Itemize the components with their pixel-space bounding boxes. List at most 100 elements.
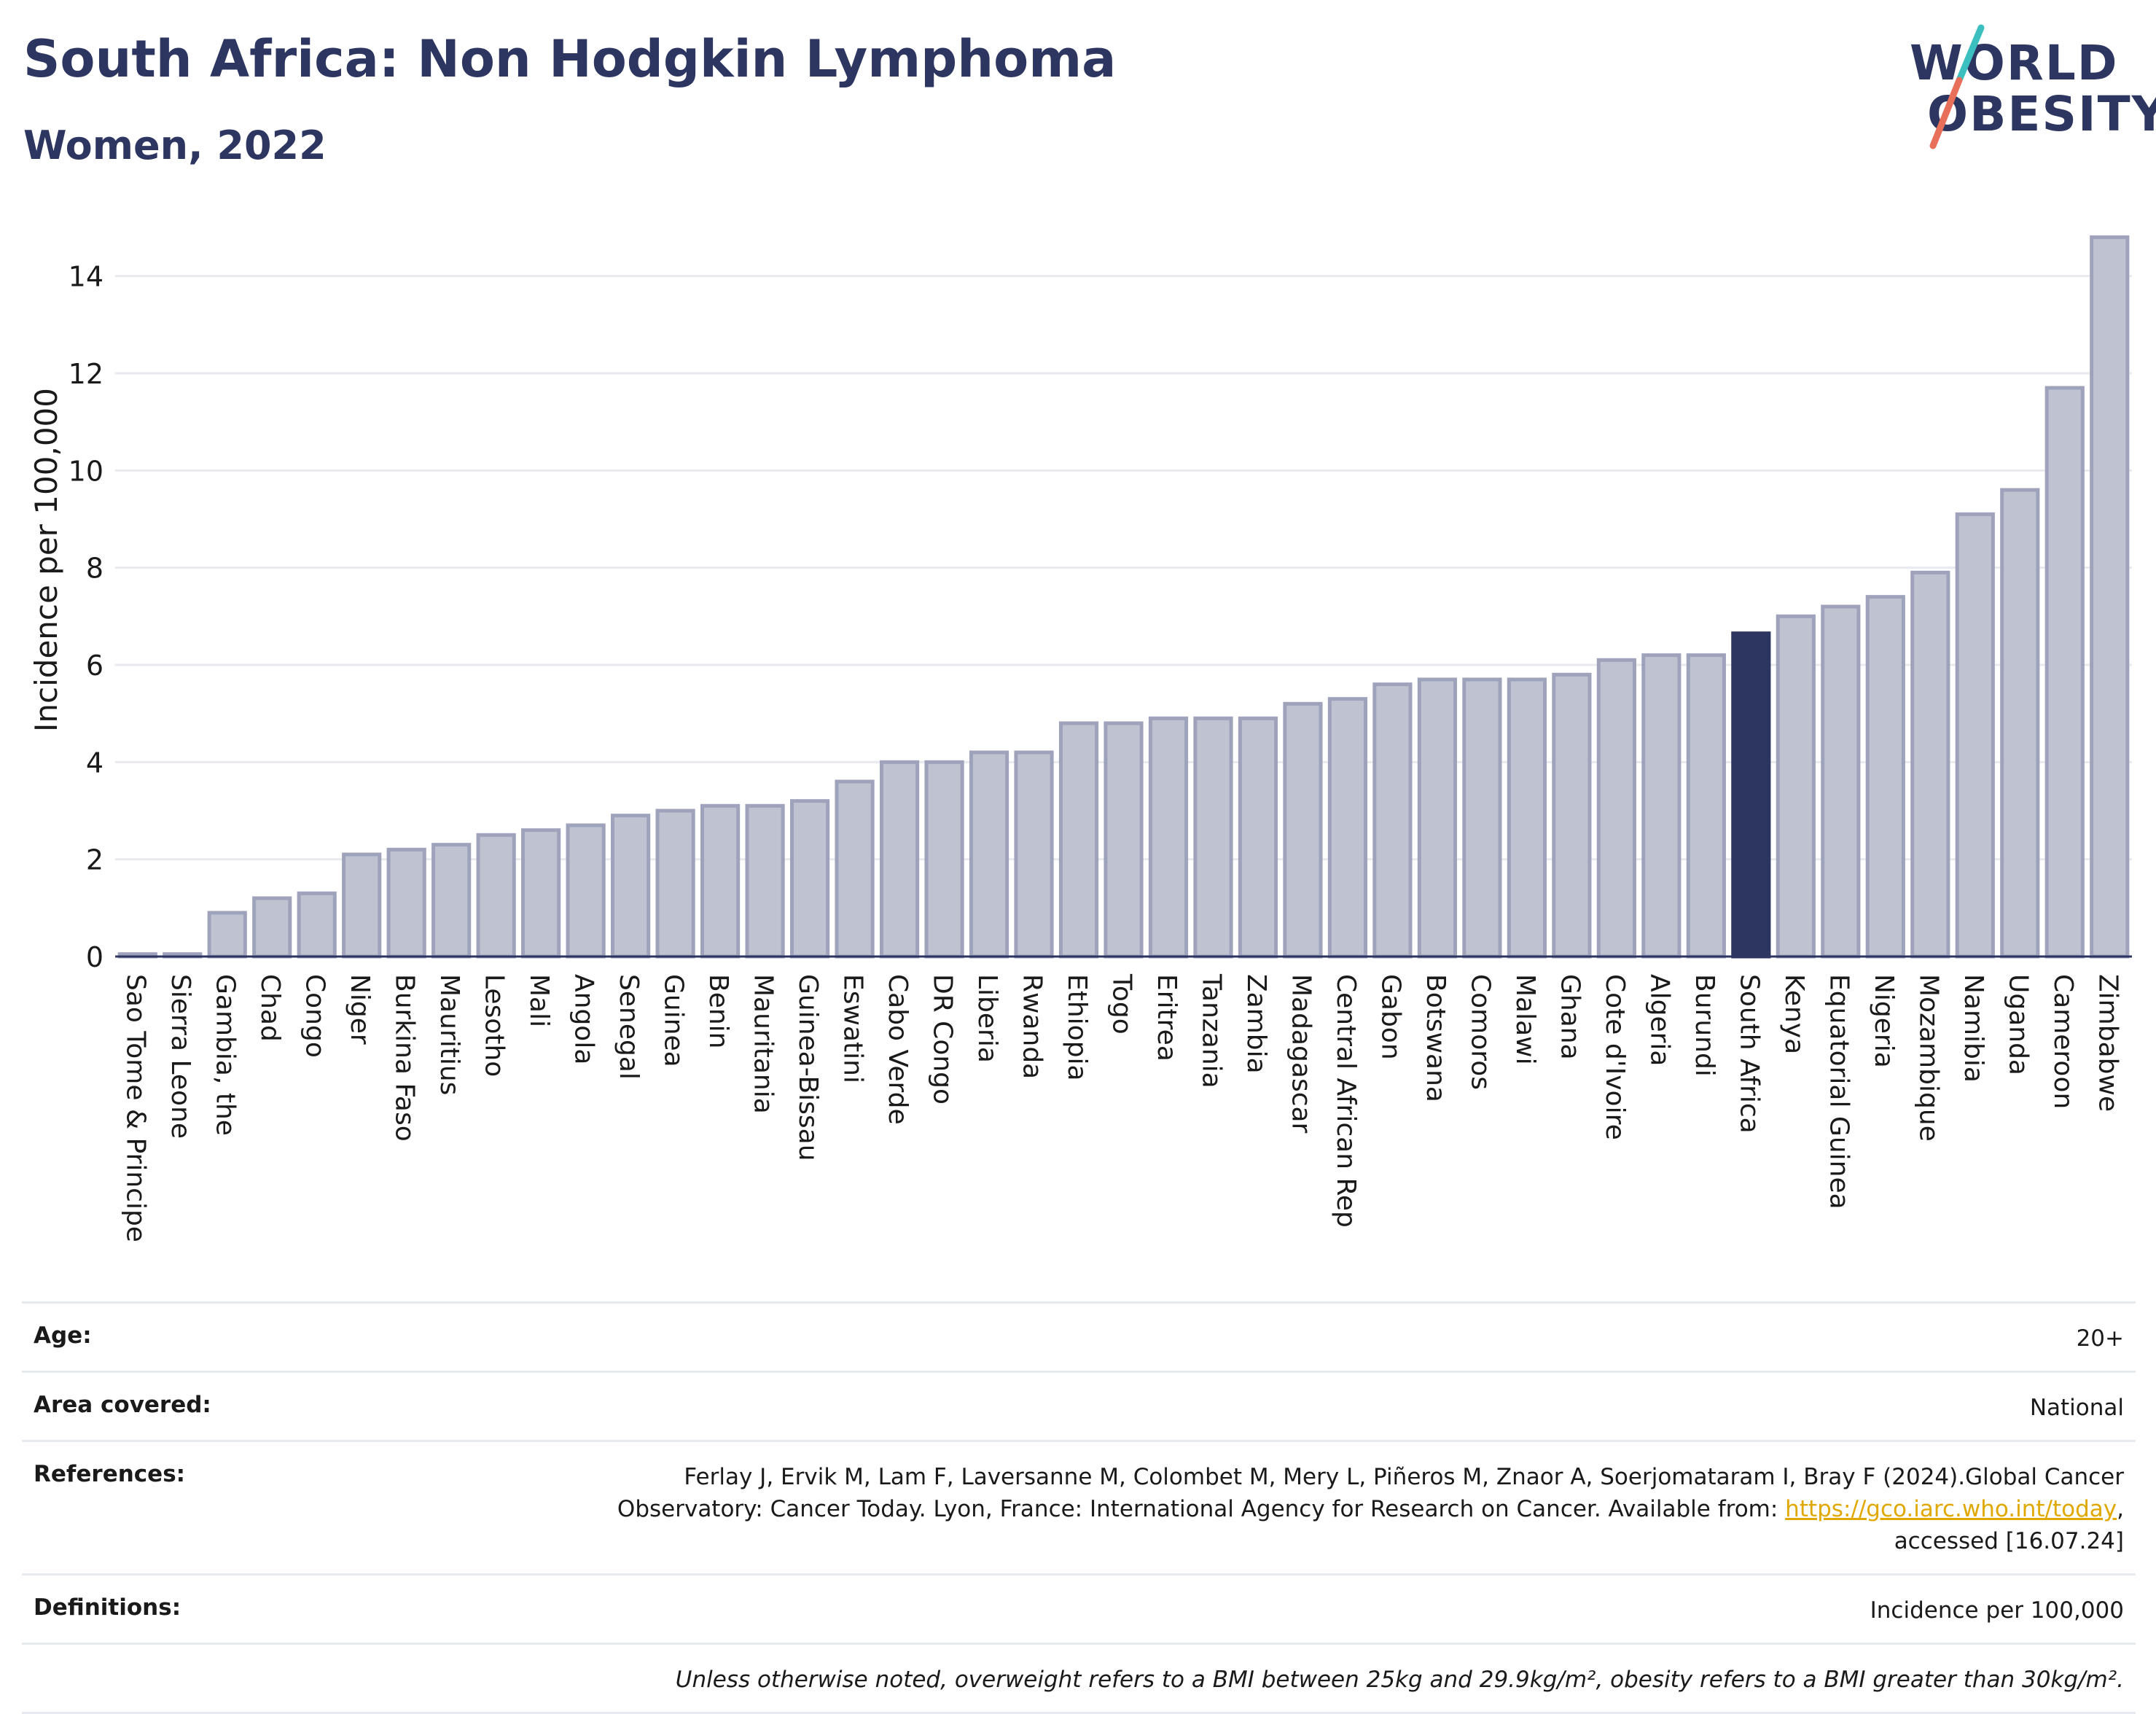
y-tick-label: 10 — [69, 455, 103, 487]
x-tick-label: Guinea-Bissau — [793, 974, 823, 1161]
area-value: National — [2029, 1395, 2124, 1421]
references-text-4: accessed [16.07.24] — [1894, 1528, 2124, 1554]
x-tick-label: Cabo Verde — [883, 974, 913, 1125]
x-tick-label: Zambia — [1241, 974, 1271, 1074]
y-tick-label: 14 — [69, 261, 103, 293]
bar — [1104, 721, 1144, 959]
bar — [1821, 604, 1861, 959]
references-link[interactable]: https://gco.iarc.who.int/today — [1785, 1496, 2117, 1522]
x-tick-label: Algeria — [1644, 974, 1674, 1067]
meta-row-definitions: Definitions: Incidence per 100,000 — [22, 1573, 2136, 1643]
bar — [1910, 570, 1950, 959]
y-tick-label: 0 — [86, 941, 103, 973]
references-text-1: Ferlay J, Ervik M, Lam F, Laversanne M, … — [684, 1464, 2124, 1490]
bar — [2044, 386, 2085, 959]
x-tick-label: Zimbabwe — [2093, 974, 2122, 1112]
meta-row-references: References: Ferlay J, Ervik M, Lam F, La… — [22, 1440, 2136, 1573]
bar — [2090, 235, 2130, 959]
x-tick-label: Gabon — [1375, 974, 1405, 1060]
bar — [1148, 716, 1189, 959]
world-obesity-logo: WORLD OBESITY — [1895, 22, 2156, 160]
y-tick-label: 8 — [86, 553, 103, 585]
bar — [1462, 677, 1502, 959]
bar — [1238, 716, 1278, 959]
x-tick-label: DR Congo — [928, 974, 958, 1105]
page-title: South Africa: Non Hodgkin Lymphoma — [23, 29, 1117, 89]
bar — [879, 760, 920, 959]
x-tick-label: Guinea — [659, 974, 689, 1067]
bar — [566, 823, 606, 959]
bar — [700, 803, 741, 959]
x-tick-label: Rwanda — [1018, 974, 1047, 1079]
bar — [1507, 677, 1547, 959]
x-tick-label: Namibia — [1958, 974, 1988, 1083]
x-tick-label: Comoros — [1465, 974, 1495, 1090]
x-tick-label: Mauritania — [749, 974, 778, 1114]
age-label: Age: — [34, 1322, 92, 1349]
bar — [1327, 697, 1368, 959]
bar — [924, 760, 964, 959]
x-tick-label: Ethiopia — [1062, 974, 1092, 1081]
bar — [1776, 614, 1816, 959]
bar — [431, 843, 472, 959]
x-tick-label: Lesotho — [480, 974, 509, 1077]
logo-text-obesity: OBESITY — [1927, 86, 2156, 142]
references-value: Ferlay J, Ervik M, Lam F, Laversanne M, … — [22, 1442, 2136, 1573]
bar — [1283, 701, 1323, 959]
bar — [745, 803, 785, 959]
bar — [1641, 653, 1682, 959]
y-tick-label: 2 — [86, 844, 103, 876]
bar — [1417, 677, 1458, 959]
bar — [386, 847, 426, 959]
age-value: 20+ — [2076, 1325, 2124, 1352]
bar — [1014, 750, 1054, 959]
references-label: References: — [34, 1461, 186, 1487]
references-text-2: Observatory: Cancer Today. Lyon, France:… — [617, 1496, 1786, 1522]
x-axis-ticks: Sao Tome & Principe Sierra Leone Gambia, t… — [121, 973, 2123, 1242]
bar-chart: 0 2 4 6 8 10 12 14 Sao Tome & Principe Sierra Le… — [28, 235, 2132, 1242]
bar — [835, 779, 875, 959]
bar — [297, 891, 337, 959]
x-tick-label: Central African Rep — [1331, 974, 1361, 1228]
bars — [117, 235, 2130, 959]
x-tick-label: Malawi — [1510, 974, 1540, 1065]
x-tick-label: Mozambique — [1913, 974, 1943, 1142]
x-tick-label: Liberia — [972, 974, 1002, 1063]
bar-highlight — [1731, 631, 1771, 959]
x-tick-label: Eswatini — [838, 974, 868, 1083]
bar — [789, 799, 830, 959]
x-tick-label: Nigeria — [1869, 974, 1899, 1068]
x-tick-label: South Africa — [1734, 974, 1764, 1134]
metadata-table: Age: 20+ Area covered: National Referenc… — [22, 1301, 2136, 1714]
bar — [207, 911, 247, 959]
bar — [252, 896, 292, 959]
x-tick-label: Congo — [300, 974, 330, 1058]
x-tick-label: Sao Tome & Principe — [121, 974, 151, 1242]
x-tick-label: Senegal — [614, 974, 644, 1080]
y-tick-label: 4 — [86, 747, 103, 779]
references-text-3: , — [2117, 1496, 2124, 1522]
bar — [655, 809, 695, 959]
meta-row-area: Area covered: National — [22, 1371, 2136, 1440]
x-tick-label: Burkina Faso — [390, 974, 420, 1142]
bar — [969, 750, 1009, 959]
bar — [1552, 672, 1592, 959]
bar — [476, 833, 516, 959]
y-tick-label: 6 — [86, 650, 103, 682]
logo-text-world: WORLD — [1910, 35, 2119, 91]
bar — [611, 814, 651, 959]
bar — [1955, 512, 1995, 959]
definitions-value: Incidence per 100,000 — [1870, 1597, 2124, 1624]
x-tick-label: Benin — [703, 974, 733, 1048]
meta-row-age: Age: 20+ — [22, 1301, 2136, 1371]
x-tick-label: Uganda — [2003, 974, 2033, 1075]
x-tick-label: Chad — [255, 974, 285, 1042]
x-tick-label: Togo — [1107, 973, 1137, 1035]
page-subtitle: Women, 2022 — [23, 122, 327, 168]
x-tick-label: Angola — [569, 974, 599, 1064]
y-axis-ticks: 0 2 4 6 8 10 12 14 — [69, 261, 103, 973]
y-tick-label: 12 — [69, 358, 103, 390]
bar — [1058, 721, 1099, 959]
x-tick-label: Equatorial Guinea — [1824, 974, 1854, 1209]
x-tick-label: Burundi — [1690, 974, 1719, 1077]
